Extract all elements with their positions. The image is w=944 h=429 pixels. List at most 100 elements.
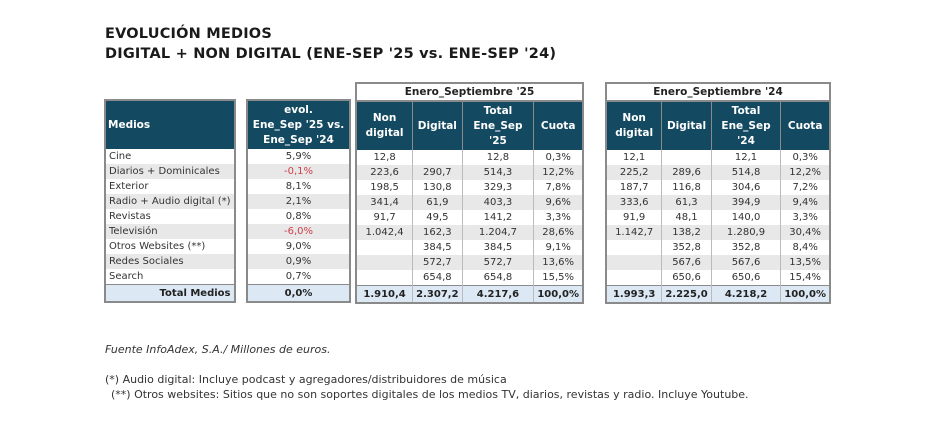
value-cell: 384,5 (412, 240, 463, 255)
evol-header-line: Ene_Sep '25 vs. (252, 118, 345, 131)
value-cell: 116,8 (661, 180, 712, 195)
value-cell: 140,0 (710, 210, 781, 225)
value-cell: 13,5% (780, 255, 830, 270)
medio-cell: Televisión (104, 224, 235, 239)
value-cell: 61,3 (661, 195, 712, 210)
source-note: Fuente InfoAdex, S.A./ Millones de euros… (105, 343, 331, 356)
evol-cell: -0,1% (246, 164, 350, 179)
title-line-1: EVOLUCIÓN MEDIOS (105, 26, 272, 42)
value-cell (355, 255, 413, 270)
table-row: Radio + Audio digital (*) (104, 194, 235, 209)
evol-cell: 9,0% (246, 239, 350, 254)
value-cell: 9,4% (780, 195, 830, 210)
table-2025: Enero_Septiembre '25 Non digital Digital To… (355, 82, 584, 304)
evol-header-line: evol. (284, 103, 313, 116)
value-cell: 1.142,7 (605, 225, 662, 240)
table-row: 91,7 49,5 141,2 3,3% (355, 210, 583, 225)
value-cell: 130,8 (412, 180, 463, 195)
table-row: 8,1% (246, 179, 350, 194)
evol-cell: 0,0% (246, 284, 350, 302)
value-cell (661, 150, 712, 165)
value-cell (355, 240, 413, 255)
value-cell: 654,8 (461, 270, 534, 286)
column-header: Digital (661, 101, 712, 150)
evol-cell: 0,9% (246, 254, 350, 269)
table-row: 5,9% (246, 149, 350, 164)
value-cell: 329,3 (461, 180, 534, 195)
value-cell: 48,1 (661, 210, 712, 225)
value-cell (412, 150, 463, 165)
value-cell: 289,6 (661, 165, 712, 180)
value-cell: 2.307,2 (412, 285, 463, 303)
medio-cell: Radio + Audio digital (*) (104, 194, 235, 209)
table-row: Otros Websites (**) (104, 239, 235, 254)
value-cell: 141,2 (461, 210, 534, 225)
table-row: 0,7% (246, 269, 350, 285)
medio-cell: Cine (104, 149, 235, 164)
value-cell: 514,3 (461, 165, 534, 180)
value-cell: 567,6 (710, 255, 781, 270)
table-row: Diarios + Dominicales (104, 164, 235, 179)
value-cell: 3,3% (533, 210, 583, 225)
value-cell: 333,6 (605, 195, 662, 210)
title-line-2: DIGITAL + NON DIGITAL (ENE-SEP '25 vs. E… (105, 46, 557, 62)
table-2024: Enero_Septiembre '24 Non digital Digital To… (605, 82, 831, 304)
value-cell: 352,8 (661, 240, 712, 255)
value-cell: 403,3 (461, 195, 534, 210)
value-cell: 49,5 (412, 210, 463, 225)
evol-cell: 0,8% (246, 209, 350, 224)
value-cell: 9,1% (533, 240, 583, 255)
table-row: Redes Sociales (104, 254, 235, 269)
table-row: -0,1% (246, 164, 350, 179)
table-row: Total Medios (104, 284, 235, 302)
evol-cell: 5,9% (246, 149, 350, 164)
value-cell (605, 255, 662, 270)
medio-cell: Search (104, 269, 235, 285)
evolution-table: evol. Ene_Sep '25 vs. Ene_Sep '24 5,9% -0,1… (246, 99, 351, 303)
table-row: 1.142,7 138,2 1.280,9 30,4% (605, 225, 830, 240)
value-cell: 12,8 (461, 150, 534, 165)
value-cell: 162,3 (412, 225, 463, 240)
evol-header-line: Ene_Sep '24 (263, 133, 334, 146)
table-row: 341,4 61,9 403,3 9,6% (355, 195, 583, 210)
value-cell: 1.280,9 (710, 225, 781, 240)
value-cell: 12,1 (710, 150, 781, 165)
value-cell: 12,1 (605, 150, 662, 165)
value-cell: 8,4% (780, 240, 830, 255)
table-row: 384,5 384,5 9,1% (355, 240, 583, 255)
value-cell: 0,3% (780, 150, 830, 165)
value-cell: 3,3% (780, 210, 830, 225)
value-cell: 341,4 (355, 195, 413, 210)
table-row: 1.042,4 162,3 1.204,7 28,6% (355, 225, 583, 240)
value-cell: 12,8 (355, 150, 413, 165)
value-cell: 138,2 (661, 225, 712, 240)
column-header: Total Ene_Sep '25 (461, 101, 534, 150)
value-cell: 28,6% (533, 225, 583, 240)
value-cell: 9,6% (533, 195, 583, 210)
medios-header: Medios (104, 100, 235, 149)
table-row: 91,9 48,1 140,0 3,3% (605, 210, 830, 225)
value-cell: 198,5 (355, 180, 413, 195)
table-row: 12,1 12,1 0,3% (605, 150, 830, 165)
evol-cell: 8,1% (246, 179, 350, 194)
column-header: Cuota (533, 101, 583, 150)
value-cell: 91,7 (355, 210, 413, 225)
value-cell: 13,6% (533, 255, 583, 270)
value-cell: 7,2% (780, 180, 830, 195)
evol-cell: 0,7% (246, 269, 350, 285)
value-cell (355, 270, 413, 286)
table-row: -6,0% (246, 224, 350, 239)
value-cell: 12,2% (780, 165, 830, 180)
table-row: 0,9% (246, 254, 350, 269)
value-cell: 384,5 (461, 240, 534, 255)
table-row: 225,2 289,6 514,8 12,2% (605, 165, 830, 180)
table-row: 0,8% (246, 209, 350, 224)
value-cell: 225,2 (605, 165, 662, 180)
column-header: Digital (412, 101, 463, 150)
value-cell: 352,8 (710, 240, 781, 255)
value-cell: 187,7 (605, 180, 662, 195)
group-header-2024: Enero_Septiembre '24 (605, 83, 830, 102)
table-row: 223,6 290,7 514,3 12,2% (355, 165, 583, 180)
value-cell: 1.993,3 (605, 285, 662, 303)
